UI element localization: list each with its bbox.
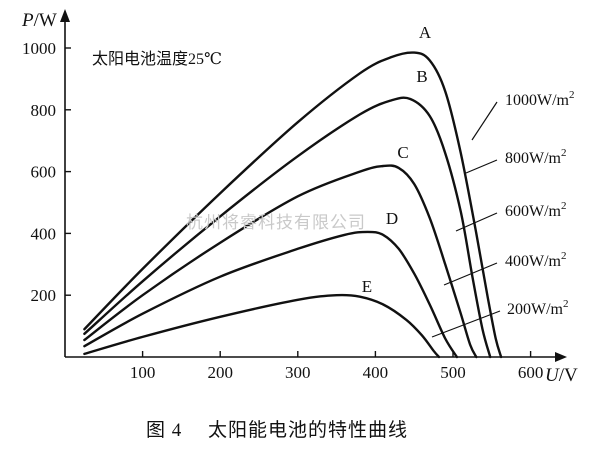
- irradiance-value: 400W/m: [505, 253, 562, 270]
- leader-line: [443, 262, 498, 286]
- leader-line: [471, 101, 498, 141]
- irradiance-value: 1000W/m: [505, 92, 570, 109]
- irradiance-superscript: 2: [563, 298, 569, 310]
- y-tick-label: 800: [31, 101, 57, 120]
- y-axis-label: P/W: [21, 10, 57, 31]
- curve-label-e: E: [362, 277, 372, 296]
- x-axis-unit: /V: [559, 365, 578, 386]
- curve-d: [83, 230, 459, 359]
- y-axis-var: P: [21, 10, 34, 31]
- y-axis-unit: /W: [34, 10, 57, 31]
- y-axis-arrow: [60, 9, 70, 22]
- watermark-text: 杭州将睿科技有限公司: [186, 213, 366, 232]
- x-tick-label: 500: [440, 363, 466, 382]
- y-tick-label: 200: [31, 286, 57, 305]
- y-tick-label: 1000: [22, 39, 56, 58]
- irradiance-value: 800W/m: [505, 150, 562, 167]
- labels-layer: 100 200 300 400 500 600 200 400 600 800 1000 A 1000W…: [22, 23, 575, 382]
- irradiance-label: 200W/m2: [507, 298, 569, 318]
- irradiance-value: 200W/m: [507, 301, 564, 318]
- irradiance-superscript: 2: [569, 89, 575, 101]
- irradiance-superscript: 2: [561, 200, 567, 212]
- figure-caption: 图 4 太阳能电池的特性曲线: [146, 419, 408, 441]
- x-tick-label: 400: [363, 363, 389, 382]
- curve-label-c: C: [397, 143, 408, 162]
- y-tick-label: 600: [31, 163, 57, 182]
- x-tick-label: 600: [518, 363, 544, 382]
- irradiance-label: 1000W/m2: [505, 89, 575, 109]
- x-tick-label: 100: [130, 363, 156, 382]
- axes-layer: [60, 9, 567, 362]
- leader-line: [431, 310, 501, 338]
- leader-line: [455, 212, 498, 232]
- x-axis-arrow: [555, 352, 567, 362]
- curves-layer: [83, 51, 503, 359]
- curve-label-d: D: [386, 209, 398, 228]
- irradiance-value: 600W/m: [505, 203, 562, 220]
- curve-label-b: B: [416, 67, 427, 86]
- x-axis-label: U/V: [545, 365, 578, 386]
- x-axis-var: U: [545, 365, 560, 386]
- curve-c: [83, 164, 478, 359]
- x-tick-label: 300: [285, 363, 311, 382]
- curve-b: [83, 96, 492, 359]
- irradiance-label: 400W/m2: [505, 250, 567, 270]
- temperature-annotation: 太阳电池温度25℃: [92, 50, 222, 68]
- irradiance-label: 800W/m2: [505, 147, 567, 167]
- y-tick-label: 400: [31, 224, 57, 243]
- curve-a: [83, 51, 503, 359]
- curve-e: [83, 293, 441, 359]
- leader-line: [465, 159, 498, 174]
- irradiance-label: 600W/m2: [505, 200, 567, 220]
- irradiance-superscript: 2: [561, 147, 567, 159]
- curve-label-a: A: [419, 23, 432, 42]
- irradiance-superscript: 2: [561, 250, 567, 262]
- x-tick-label: 200: [207, 363, 233, 382]
